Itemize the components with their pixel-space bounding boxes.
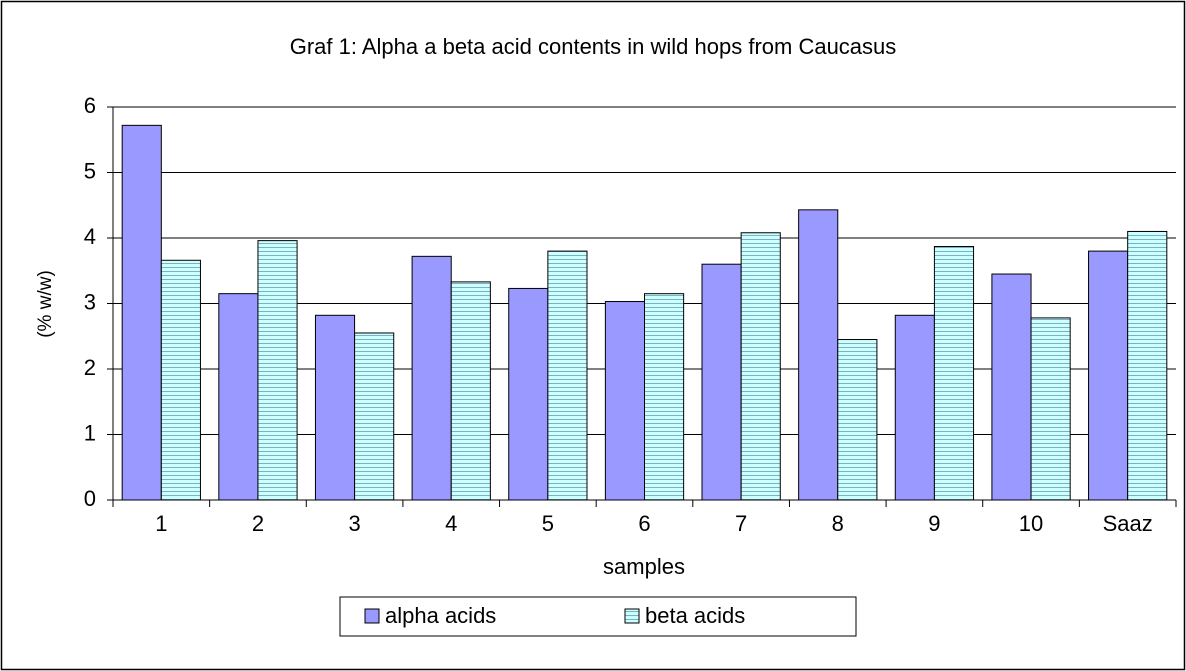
y-tick-label: 0 bbox=[84, 486, 96, 511]
bar bbox=[644, 293, 685, 501]
bar bbox=[991, 273, 1032, 501]
x-tick-label: 8 bbox=[832, 511, 844, 536]
bar bbox=[160, 259, 201, 501]
bar bbox=[837, 339, 878, 501]
legend-swatch bbox=[624, 608, 640, 624]
x-axis-label: samples bbox=[603, 554, 685, 579]
chart-title: Graf 1: Alpha a beta acid contents in wi… bbox=[290, 34, 897, 59]
bar bbox=[604, 301, 645, 501]
bar bbox=[547, 250, 588, 501]
x-tick-label: 10 bbox=[1019, 511, 1043, 536]
bar bbox=[798, 209, 839, 501]
x-tick-label: 9 bbox=[928, 511, 940, 536]
y-axis-label: (% w/w) bbox=[35, 270, 56, 338]
y-tick-label: 3 bbox=[84, 289, 96, 314]
y-tick-label: 5 bbox=[84, 158, 96, 183]
bar bbox=[508, 287, 549, 501]
bar bbox=[740, 232, 781, 501]
bar bbox=[1030, 317, 1071, 501]
bar bbox=[411, 255, 452, 501]
y-tick-label: 6 bbox=[84, 93, 96, 118]
bar bbox=[933, 246, 975, 501]
x-tick-label: 1 bbox=[155, 511, 167, 536]
legend-label: beta acids bbox=[645, 603, 745, 628]
bar bbox=[218, 293, 259, 501]
y-tick-label: 1 bbox=[84, 420, 96, 445]
x-tick-label: 6 bbox=[638, 511, 650, 536]
bar bbox=[894, 314, 935, 501]
bar bbox=[314, 314, 356, 501]
x-tick-label: 7 bbox=[735, 511, 747, 536]
legend-box bbox=[339, 596, 857, 637]
x-tick-label: 4 bbox=[445, 511, 457, 536]
legend-swatch bbox=[364, 608, 380, 624]
x-tick-label: 3 bbox=[348, 511, 360, 536]
x-tick-label: Saaz bbox=[1103, 511, 1153, 536]
x-tick-label: 2 bbox=[252, 511, 264, 536]
bar bbox=[701, 263, 742, 501]
bar bbox=[450, 281, 491, 501]
y-tick-label: 4 bbox=[84, 224, 96, 249]
bar bbox=[121, 124, 162, 501]
legend-label: alpha acids bbox=[385, 603, 496, 628]
bar bbox=[257, 240, 298, 501]
y-tick-label: 2 bbox=[84, 355, 96, 380]
bar bbox=[1127, 230, 1168, 501]
x-tick-label: 5 bbox=[542, 511, 554, 536]
bar bbox=[1088, 250, 1129, 501]
bar bbox=[354, 332, 395, 501]
